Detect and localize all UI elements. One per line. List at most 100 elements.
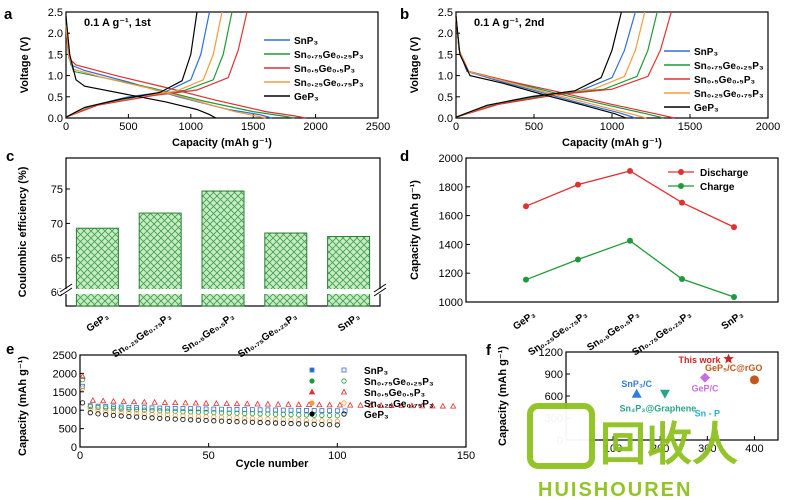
category-label-c-2: Sn₀.₅Ge₀.₅P₃	[180, 311, 237, 355]
condition-label-b: 0.1 A g⁻¹, 2nd	[474, 17, 544, 29]
y-axis-label-e: Capacity (mAh g⁻¹)	[17, 356, 29, 456]
point-e-4-25	[141, 414, 147, 421]
point-e-2-1	[79, 373, 86, 379]
axis-ticks-b: 0 500 1000 1500 2000 0.0 0.5 1.0 1.5 2.0 2.5	[438, 7, 781, 133]
point-e-0-97	[327, 408, 333, 414]
point-e-4-64	[242, 419, 248, 425]
point-e-3-82	[288, 417, 294, 423]
point-e-2-9	[99, 397, 107, 404]
point-e-2-105	[347, 401, 354, 408]
point-e-3-76	[272, 416, 279, 422]
category-labels-c: GeP₃ Sn₀.₂₅Ge₀.₇₅P₃ Sn₀.₅Ge₀.₅P₃ Sn₀.₇₅Ge₀.…	[85, 311, 363, 360]
point-e-2-73	[264, 400, 272, 407]
point-e-1-94	[319, 412, 325, 418]
point-e-2-45	[192, 399, 199, 406]
legend-label-e-1: Sn₀.₇₅Ge₀.₂₅P₃	[364, 377, 434, 388]
discharge-curve-b-2	[455, 16, 675, 119]
point-e-3-34	[164, 412, 171, 418]
point-e-4-31	[157, 415, 163, 421]
point-e-1-10	[103, 405, 109, 411]
point-e-3-97	[327, 418, 333, 424]
point-e-1-100	[334, 413, 340, 419]
point-e-0-91	[311, 408, 317, 413]
point-e-4-22	[134, 414, 140, 420]
panel-label-f: f	[486, 342, 492, 359]
point-e-0-67	[250, 407, 255, 413]
point-e-1-4	[87, 404, 93, 410]
point-e-3-40	[180, 413, 186, 419]
panel-a-xtick-label-2: 1000	[179, 121, 203, 133]
axis-ticks-d: 1000 1200 1400 1600 1800 2000	[439, 153, 470, 309]
point-f-0	[723, 353, 734, 364]
x-axis-label-a: Capacity (mAh g⁻¹)	[172, 137, 272, 149]
point-e-4-70	[257, 419, 263, 426]
point-e-4-79	[280, 420, 286, 426]
category-label-c-3: Sn₀.₇₅Ge₀.₂₅P₃	[236, 311, 300, 360]
x-axis-label-b: Capacity (mAh g⁻¹)	[562, 137, 662, 149]
legend-label-e-0: SnP₃	[364, 366, 388, 377]
point-e-1-40	[180, 409, 186, 415]
plot-frame-e	[79, 354, 467, 448]
panel-f-ytick-label-3: 900	[545, 369, 563, 381]
point-f-1	[631, 388, 642, 398]
y-axis-label-a: Voltage (V)	[19, 36, 31, 93]
point-e-0-22	[134, 405, 140, 410]
point-e-4-55	[218, 418, 225, 424]
y-axis-label-f: Capacity (mAh g⁻¹)	[497, 346, 509, 446]
point-e-4-4	[87, 410, 93, 416]
legend-label-b-3: Sn₀.₂₅Ge₀.₇₅P₃	[694, 89, 764, 100]
point-e-3-61	[234, 415, 240, 421]
panel-a-xtick-label-5: 2500	[366, 121, 390, 133]
legend-marker-e-open-0	[341, 367, 347, 373]
panel-a-ytick-label-1: 0.5	[48, 92, 63, 104]
point-e-3-94	[319, 418, 325, 424]
legend-label-e-4: GeP₃	[364, 410, 389, 421]
point-e-1-79	[280, 411, 286, 418]
legend-d: Discharge Charge	[668, 168, 749, 193]
point-e-4-61	[234, 419, 240, 425]
point-e-2-81	[285, 401, 292, 407]
points-e	[79, 367, 457, 428]
panel-f-xtick-label-0: 100	[604, 443, 622, 455]
axis-ticks-a: 0 500 1000 1500 2000 2500 0.0 0.5 1.0 1.5 2.0 2.5	[48, 7, 391, 133]
legend-label-a-1: Sn₀.₇₅Ge₀.₂₅P₃	[294, 50, 364, 61]
point-e-2-33	[161, 399, 169, 405]
point-label-f-1: SnP₃/C	[621, 379, 652, 389]
point-e-2-13	[110, 397, 117, 404]
point-e-4-37	[172, 416, 178, 422]
point-e-1-28	[149, 407, 155, 414]
panel-e: e Capacity (mAh g⁻¹) Cycle number 0 50 100…	[6, 341, 475, 470]
panel-label-b: b	[400, 6, 409, 23]
watermark-text-en: HUISHOUREN	[538, 479, 692, 500]
point-e-0-49	[203, 406, 209, 412]
point-e-2-25	[141, 398, 148, 405]
legend-label-a-0: SnP₃	[294, 36, 318, 47]
point-e-1-34	[164, 408, 171, 414]
plot-frame-d	[465, 157, 779, 303]
legend-marker-e-open-2	[340, 388, 348, 395]
point-e-3-13	[110, 409, 117, 415]
legend-label-d-1: Charge	[700, 182, 735, 193]
panel-a-ytick-label-4: 2.0	[48, 28, 63, 40]
point-e-0-13	[111, 404, 116, 410]
point-e-2-113	[367, 402, 374, 408]
bars-c	[75, 190, 371, 307]
point-e-2-57	[223, 400, 230, 406]
category-label-c-0: GeP₃	[85, 311, 112, 334]
charge-curve-a-4	[65, 11, 198, 118]
point-e-0-58	[226, 406, 232, 412]
lines-d	[523, 167, 737, 300]
panel-e-xtick-label-3: 150	[457, 450, 475, 462]
point-e-4-58	[226, 418, 232, 424]
point-e-2-69	[254, 400, 261, 407]
point-e-2-145	[449, 402, 457, 409]
panel-d: d Capacity (mAh g⁻¹) 1000 1200 1400 1600 180…	[400, 148, 779, 358]
point-e-1-88	[303, 412, 310, 418]
legend-marker-d-1	[678, 183, 684, 189]
panel-b-xtick-label-2: 1000	[600, 121, 624, 133]
point-d-1-1	[575, 256, 581, 263]
point-e-4-85	[296, 421, 302, 427]
